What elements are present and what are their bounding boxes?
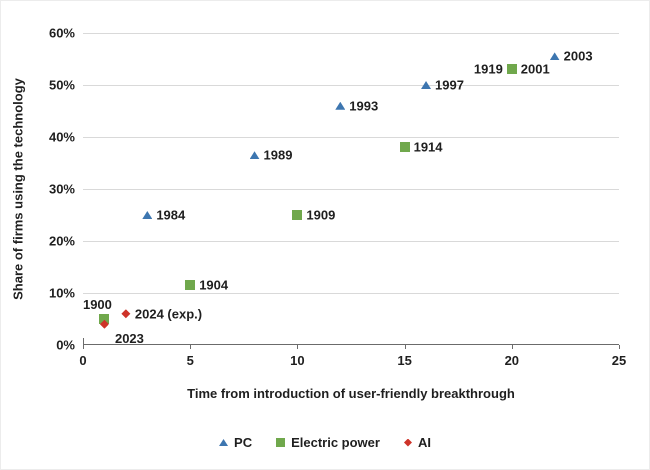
pc-point-marker [249,151,260,160]
gridline [83,241,619,242]
legend-item-pc: PC [219,435,252,450]
data-point-label: 1997 [435,77,464,93]
electric-power-point-marker [292,210,303,220]
data-point-label: 1919 [473,61,503,77]
y-axis-title: Share of firms using the technology [10,78,26,300]
electric-power-point-marker [399,142,410,153]
legend-label: PC [234,435,253,450]
electric-power-point-marker [185,280,196,291]
data-point-label: 2001 [520,61,550,77]
diamond-legend-icon [403,438,412,447]
data-point-label: 1989 [263,147,293,163]
x-tick-label: 20 [504,353,520,368]
x-tick-mark [190,345,192,349]
y-tick-label: 50% [48,77,75,93]
x-tick-mark [297,345,299,349]
y-tick-label: 20% [48,233,75,249]
data-point-label: 1993 [349,98,379,114]
x-axis-title: Time from introduction of user-friendly … [187,386,515,401]
x-tick-mark [619,345,620,349]
data-point-label: 1904 [199,277,229,293]
pc-point-marker [549,52,560,61]
triangle-legend-icon [219,439,229,446]
x-axis-origin-tick [83,338,84,345]
legend-item-electric-power: Electric power [276,435,380,450]
x-tick-label: 10 [290,353,305,368]
x-tick-label: 0 [79,353,87,368]
gridline [83,189,619,190]
x-tick-mark [404,345,406,349]
gridline [83,33,619,34]
data-point-label: 2023 [114,331,144,347]
gridline [83,137,619,138]
data-point-label: 1914 [413,139,443,155]
ai-point-marker [99,319,109,329]
ai-point-marker [121,309,131,319]
x-axis-line [83,344,619,345]
pc-point-marker [335,101,346,110]
x-tick-label: 5 [186,353,194,368]
square-legend-icon [276,438,286,447]
electric-power-point-marker [506,64,517,75]
y-tick-label: 30% [48,181,75,197]
legend-item-ai: AI [403,435,431,450]
pc-point-marker [142,211,153,219]
x-tick-mark [83,345,84,349]
y-tick-label: 40% [48,129,75,145]
legend-label: Electric power [291,435,380,450]
data-point-label: 1984 [156,207,186,223]
x-tick-mark [511,345,513,349]
gridline [83,293,619,294]
plot-area [83,33,620,349]
y-tick-label: 10% [48,285,75,301]
data-point-label: 1909 [306,207,336,223]
data-point-label: 2024 (exp.) [134,306,203,322]
pc-point-marker [421,81,432,89]
electric-power-point-marker [99,314,110,324]
legend-label: AI [417,435,431,450]
x-tick-label: 15 [397,353,412,368]
y-tick-label: 0% [56,337,75,353]
x-tick-label: 25 [611,353,627,368]
data-point-label: 2003 [563,48,593,64]
y-tick-label: 60% [48,25,75,41]
data-point-label: 1900 [82,297,112,312]
gridline [83,85,619,86]
chart-legend: PC Electric power AI [1,435,649,450]
